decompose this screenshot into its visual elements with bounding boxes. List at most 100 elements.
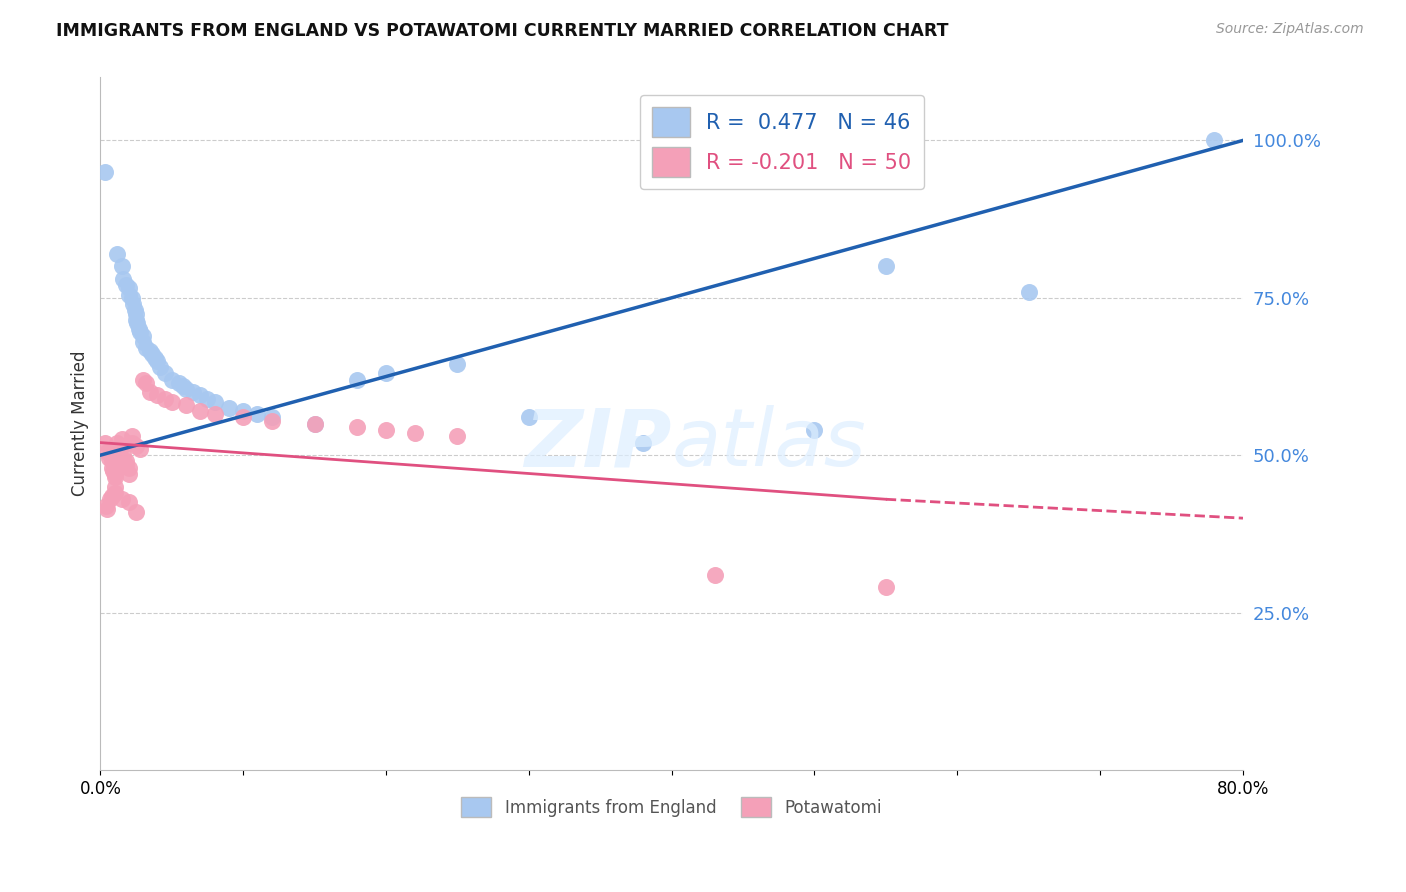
Point [135, 376, 157, 390]
Point [246, 407, 269, 421]
Point [172, 379, 194, 393]
Point [107, 246, 129, 260]
Point [160, 373, 183, 387]
Point [232, 410, 254, 425]
Point [197, 392, 219, 406]
Point [375, 423, 398, 437]
Point [93, 165, 115, 179]
Point [118, 281, 141, 295]
Text: Source: ZipAtlas.com: Source: ZipAtlas.com [1216, 22, 1364, 37]
Point [446, 357, 468, 371]
Point [174, 398, 197, 412]
Point [181, 385, 204, 400]
Point [304, 417, 326, 431]
Point [132, 373, 155, 387]
Point [260, 413, 283, 427]
Point [93, 435, 115, 450]
Point [146, 353, 169, 368]
Point [188, 404, 211, 418]
Point [139, 385, 162, 400]
Point [304, 417, 326, 431]
Point [115, 454, 138, 468]
Point [232, 404, 254, 418]
Point [128, 322, 150, 336]
Point [112, 272, 135, 286]
Point [98, 492, 121, 507]
Point [121, 429, 143, 443]
Point [118, 460, 141, 475]
Point [375, 367, 398, 381]
Point [118, 287, 141, 301]
Point [125, 505, 148, 519]
Point [107, 435, 129, 450]
Point [135, 341, 157, 355]
Point [104, 486, 127, 500]
Point [204, 407, 226, 421]
Point [129, 326, 152, 340]
Text: atlas: atlas [672, 406, 866, 483]
Point [127, 316, 149, 330]
Point [115, 458, 138, 472]
Point [346, 373, 368, 387]
Point [204, 394, 226, 409]
Point [94, 499, 117, 513]
Point [111, 260, 134, 274]
Point [803, 423, 825, 437]
Point [218, 401, 240, 415]
Point [146, 388, 169, 402]
Point [132, 334, 155, 349]
Point [446, 429, 468, 443]
Point [111, 439, 134, 453]
Point [96, 501, 118, 516]
Legend: Immigrants from England, Potawatomi: Immigrants from England, Potawatomi [454, 790, 889, 824]
Point [121, 435, 143, 450]
Point [111, 433, 134, 447]
Point [160, 394, 183, 409]
Point [167, 376, 190, 390]
Point [875, 581, 897, 595]
Y-axis label: Currently Married: Currently Married [72, 351, 89, 497]
Point [875, 260, 897, 274]
Point [110, 451, 132, 466]
Point [517, 410, 540, 425]
Point [112, 448, 135, 462]
Text: ZIP: ZIP [524, 406, 672, 483]
Point [96, 445, 118, 459]
Point [118, 467, 141, 481]
Point [104, 480, 127, 494]
Point [101, 460, 124, 475]
Point [703, 567, 725, 582]
Point [153, 367, 176, 381]
Point [139, 344, 162, 359]
Point [125, 313, 148, 327]
Point [111, 492, 134, 507]
Point [129, 442, 152, 456]
Point [124, 303, 146, 318]
Point [149, 359, 172, 374]
Point [118, 495, 141, 509]
Point [122, 297, 145, 311]
Point [141, 347, 163, 361]
Point [188, 388, 211, 402]
Point [101, 454, 124, 468]
Point [132, 328, 155, 343]
Point [107, 442, 129, 456]
Point [174, 382, 197, 396]
Point [104, 467, 127, 481]
Point [1018, 285, 1040, 299]
Point [104, 470, 127, 484]
Point [101, 489, 124, 503]
Point [125, 439, 148, 453]
Point [631, 435, 654, 450]
Point [404, 426, 426, 441]
Point [103, 464, 125, 478]
Point [153, 392, 176, 406]
Point [108, 448, 131, 462]
Point [346, 420, 368, 434]
Point [125, 307, 148, 321]
Point [115, 278, 138, 293]
Point [143, 351, 166, 365]
Point [121, 291, 143, 305]
Point [97, 451, 120, 466]
Text: IMMIGRANTS FROM ENGLAND VS POTAWATOMI CURRENTLY MARRIED CORRELATION CHART: IMMIGRANTS FROM ENGLAND VS POTAWATOMI CU… [56, 22, 949, 40]
